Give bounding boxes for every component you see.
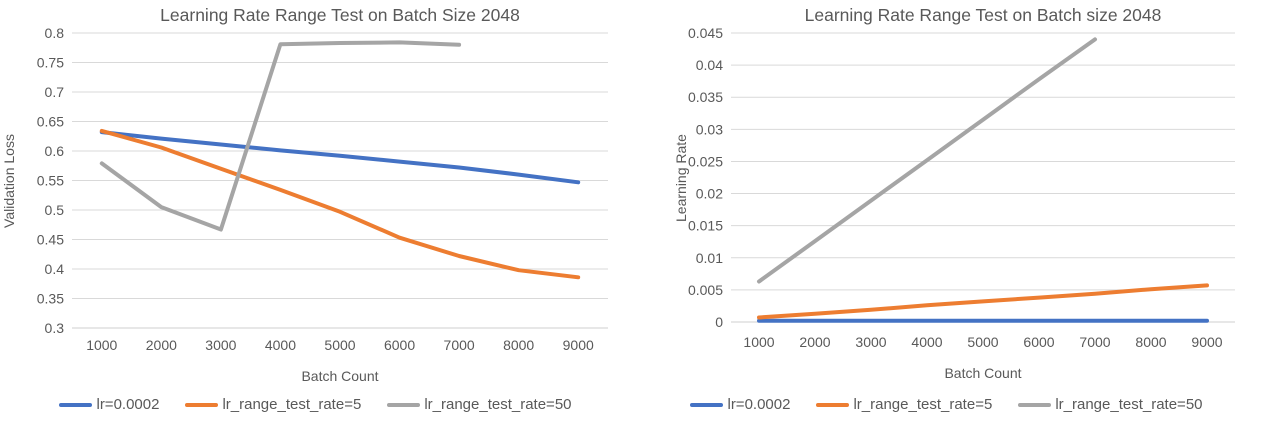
y-tick-label: 0.015 xyxy=(688,218,723,234)
x-tick-label: 3000 xyxy=(855,334,886,350)
x-tick-label: 2000 xyxy=(146,337,177,353)
legend-item-2: lr_range_test_rate=50 xyxy=(387,396,572,413)
legend-swatch xyxy=(185,402,219,407)
legend-swatch xyxy=(816,402,850,407)
x-tick-label: 2000 xyxy=(799,334,830,350)
x-axis-title: Batch Count xyxy=(301,368,378,384)
y-tick-label: 0.045 xyxy=(688,25,723,41)
chart-title: Learning Rate Range Test on Batch size 2… xyxy=(805,5,1162,25)
chart-validation-loss: Learning Rate Range Test on Batch Size 2… xyxy=(0,5,631,413)
y-axis-title: Learning Rate xyxy=(673,134,689,222)
legend-swatch xyxy=(387,402,421,407)
y-tick-label: 0.03 xyxy=(696,121,723,137)
x-tick-label: 6000 xyxy=(384,337,415,353)
legend-item-2: lr_range_test_rate=50 xyxy=(1018,396,1203,413)
legend-label: lr=0.0002 xyxy=(727,396,791,413)
y-tick-label: 0 xyxy=(715,314,723,330)
y-tick-label: 0.025 xyxy=(688,153,723,169)
y-tick-label: 0.7 xyxy=(45,84,65,100)
plot-area: 0.3 0.35 0.4 0.45 0.5 0.55 0.6 0.65 0.7 0.75 0.8 10… xyxy=(37,25,608,353)
legend-item-0: lr=0.0002 xyxy=(59,396,159,413)
y-axis-title: Validation Loss xyxy=(1,134,17,228)
y-tick-label: 0.75 xyxy=(37,55,64,71)
plot-area: 0 0.005 0.01 0.015 0.02 0.025 0.03 0.035 0.04 0.0… xyxy=(688,25,1235,350)
chart-title: Learning Rate Range Test on Batch Size 2… xyxy=(160,5,520,25)
legend-label: lr_range_test_rate=50 xyxy=(1055,396,1203,413)
x-tick-label: 7000 xyxy=(444,337,475,353)
y-tick-label: 0.45 xyxy=(37,232,64,248)
x-tick-label: 8000 xyxy=(503,337,534,353)
legend-swatch xyxy=(59,402,93,407)
y-tick-label: 0.65 xyxy=(37,114,64,130)
legend-item-1: lr_range_test_rate=5 xyxy=(185,396,361,413)
x-tick-label: 5000 xyxy=(967,334,998,350)
y-tick-label: 0.04 xyxy=(696,57,723,73)
series-line-2 xyxy=(757,37,1097,284)
x-tick-label: 8000 xyxy=(1135,334,1166,350)
y-tick-label: 0.3 xyxy=(45,320,65,336)
series-line-0 xyxy=(99,130,581,185)
chart-legend: lr=0.0002 lr_range_test_rate=5 lr_range_te… xyxy=(0,396,631,413)
legend-item-1: lr_range_test_rate=5 xyxy=(816,396,992,413)
chart-legend: lr=0.0002 lr_range_test_rate=5 lr_range_te… xyxy=(631,396,1262,413)
x-axis-title: Batch Count xyxy=(944,365,1021,381)
x-tick-label: 4000 xyxy=(265,337,296,353)
x-tick-label: 4000 xyxy=(911,334,942,350)
x-tick-label: 3000 xyxy=(205,337,236,353)
x-tick-label: 9000 xyxy=(1191,334,1222,350)
legend-label: lr_range_test_rate=5 xyxy=(222,396,362,413)
chart-learning-rate: Learning Rate Range Test on Batch size 2… xyxy=(631,0,1262,431)
x-tick-label: 9000 xyxy=(563,337,594,353)
series-line-2 xyxy=(99,40,462,232)
y-tick-label: 0.6 xyxy=(45,143,65,159)
legend-item-0: lr=0.0002 xyxy=(690,396,790,413)
legend-label: lr_range_test_rate=50 xyxy=(424,396,572,413)
series-line-1 xyxy=(757,283,1209,320)
x-tick-label: 5000 xyxy=(324,337,355,353)
y-tick-label: 0.01 xyxy=(696,250,723,266)
x-tick-label: 7000 xyxy=(1079,334,1110,350)
y-tick-label: 0.005 xyxy=(688,282,723,298)
y-tick-label: 0.8 xyxy=(45,25,65,41)
y-tick-label: 0.5 xyxy=(45,202,65,218)
y-tick-label: 0.02 xyxy=(696,186,723,202)
y-tick-label: 0.4 xyxy=(45,261,65,277)
y-tick-label: 0.35 xyxy=(37,291,64,307)
legend-label: lr_range_test_rate=5 xyxy=(853,396,993,413)
legend-label: lr=0.0002 xyxy=(96,396,160,413)
legend-swatch xyxy=(690,402,724,407)
x-tick-label: 1000 xyxy=(743,334,774,350)
y-tick-label: 0.55 xyxy=(37,173,64,189)
x-tick-label: 6000 xyxy=(1023,334,1054,350)
y-tick-label: 0.035 xyxy=(688,89,723,105)
legend-swatch xyxy=(1018,402,1052,407)
series-line-1 xyxy=(99,128,581,280)
x-tick-label: 1000 xyxy=(86,337,117,353)
